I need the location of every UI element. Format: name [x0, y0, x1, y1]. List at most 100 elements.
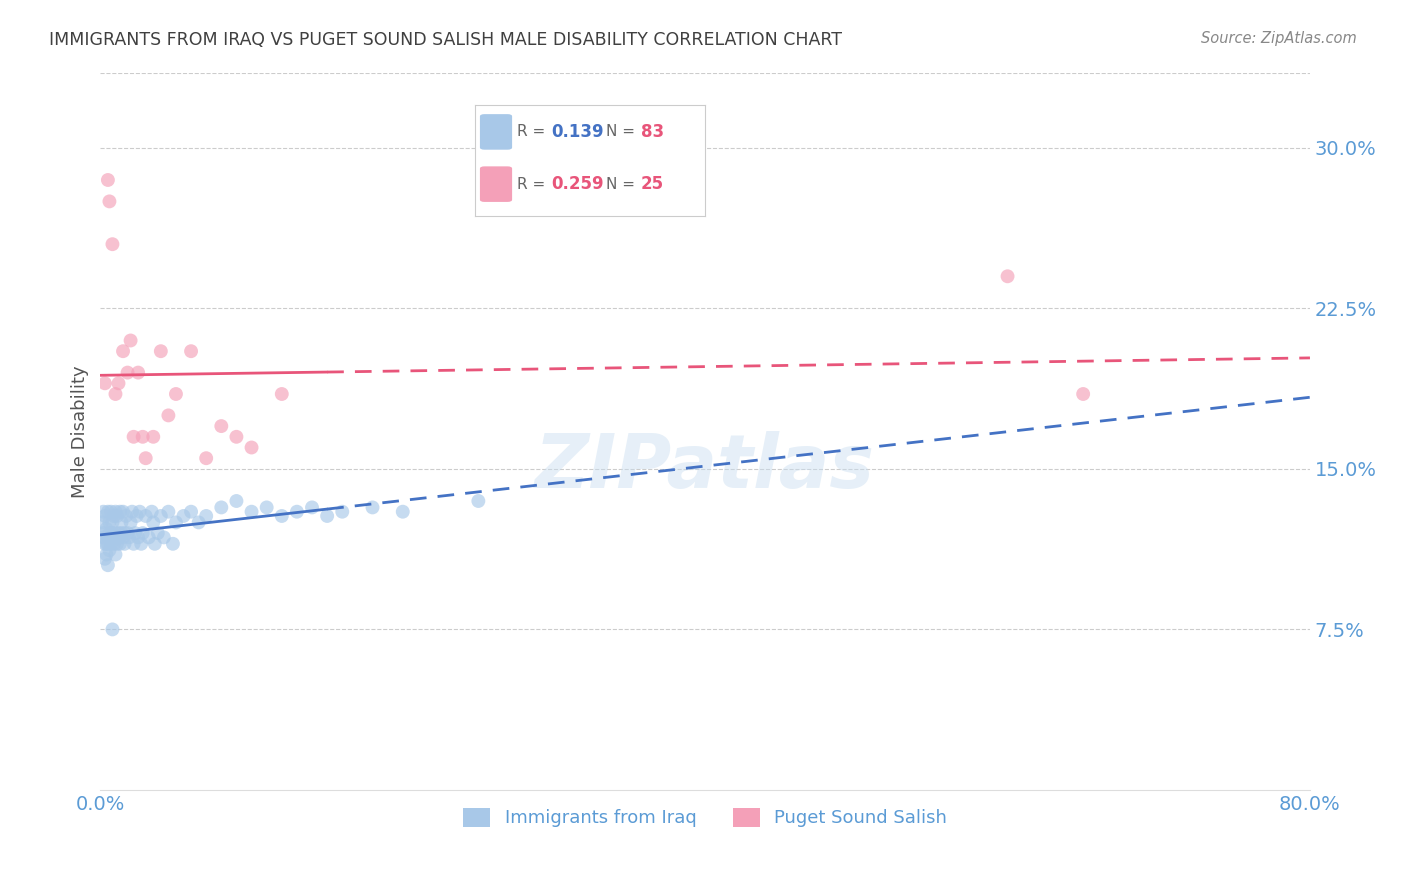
Point: [112, 505, 135, 519]
Point: [94, 508, 117, 523]
Point: [104, 548, 127, 562]
Point: [97, 558, 120, 573]
Point: [97, 537, 120, 551]
Point: [121, 505, 143, 519]
Point: [101, 623, 124, 637]
Point: [997, 269, 1019, 284]
Point: [467, 494, 489, 508]
Point: [361, 500, 384, 515]
Point: [104, 526, 127, 541]
Y-axis label: Male Disability: Male Disability: [72, 365, 89, 498]
Point: [107, 530, 129, 544]
Point: [115, 508, 138, 523]
Point: [128, 505, 150, 519]
Point: [98, 194, 121, 209]
Point: [125, 508, 148, 523]
Point: [129, 537, 152, 551]
Point: [209, 500, 232, 515]
Point: [96, 548, 118, 562]
Point: [94, 537, 117, 551]
Point: [112, 344, 135, 359]
Point: [110, 516, 132, 530]
Point: [157, 409, 180, 423]
Point: [97, 530, 120, 544]
Point: [98, 530, 121, 544]
Point: [162, 537, 184, 551]
Point: [118, 530, 141, 544]
Point: [270, 387, 292, 401]
Point: [153, 530, 176, 544]
Point: [104, 387, 127, 401]
Point: [90, 516, 112, 530]
Point: [93, 530, 115, 544]
Point: [195, 508, 218, 523]
Point: [187, 516, 209, 530]
Point: [117, 366, 139, 380]
Point: [173, 508, 195, 523]
Point: [120, 516, 142, 530]
Point: [135, 508, 157, 523]
Text: IMMIGRANTS FROM IRAQ VS PUGET SOUND SALISH MALE DISABILITY CORRELATION CHART: IMMIGRANTS FROM IRAQ VS PUGET SOUND SALI…: [49, 31, 842, 49]
Point: [110, 526, 132, 541]
Legend: Immigrants from Iraq, Puget Sound Salish: Immigrants from Iraq, Puget Sound Salish: [456, 801, 955, 835]
Point: [149, 344, 172, 359]
Point: [108, 505, 131, 519]
Point: [256, 500, 278, 515]
Point: [101, 237, 124, 252]
Point: [107, 376, 129, 391]
Point: [142, 516, 165, 530]
Point: [157, 505, 180, 519]
Point: [97, 173, 120, 187]
Point: [100, 537, 122, 551]
Point: [101, 516, 124, 530]
Point: [107, 526, 129, 541]
Point: [96, 537, 118, 551]
Point: [98, 526, 121, 541]
Point: [100, 505, 122, 519]
Point: [240, 441, 263, 455]
Point: [104, 505, 127, 519]
Point: [105, 508, 128, 523]
Point: [94, 551, 117, 566]
Point: [100, 526, 122, 541]
Point: [391, 505, 413, 519]
Point: [165, 387, 187, 401]
Point: [146, 526, 169, 541]
Point: [122, 430, 145, 444]
Point: [117, 526, 139, 541]
Point: [101, 526, 124, 541]
Point: [285, 505, 308, 519]
Point: [131, 430, 153, 444]
Point: [112, 530, 135, 544]
Point: [108, 537, 131, 551]
Point: [96, 522, 118, 536]
Point: [120, 334, 142, 348]
Point: [316, 508, 339, 523]
Text: ZIPatlas: ZIPatlas: [536, 431, 875, 504]
Text: Source: ZipAtlas.com: Source: ZipAtlas.com: [1201, 31, 1357, 46]
Point: [98, 543, 121, 558]
Point: [149, 508, 172, 523]
Point: [127, 530, 149, 544]
Point: [195, 451, 218, 466]
Point: [104, 530, 127, 544]
Point: [93, 505, 115, 519]
Point: [107, 530, 129, 544]
Point: [101, 530, 124, 544]
Point: [94, 376, 117, 391]
Point: [143, 537, 166, 551]
Point: [93, 526, 115, 541]
Point: [97, 505, 120, 519]
Point: [98, 516, 121, 530]
Point: [240, 505, 263, 519]
Point: [330, 505, 353, 519]
Point: [138, 530, 160, 544]
Point: [1071, 387, 1094, 401]
Point: [114, 537, 136, 551]
Point: [122, 537, 145, 551]
Point: [142, 430, 165, 444]
Point: [124, 526, 146, 541]
Point: [103, 537, 125, 551]
Point: [180, 505, 202, 519]
Point: [165, 516, 187, 530]
